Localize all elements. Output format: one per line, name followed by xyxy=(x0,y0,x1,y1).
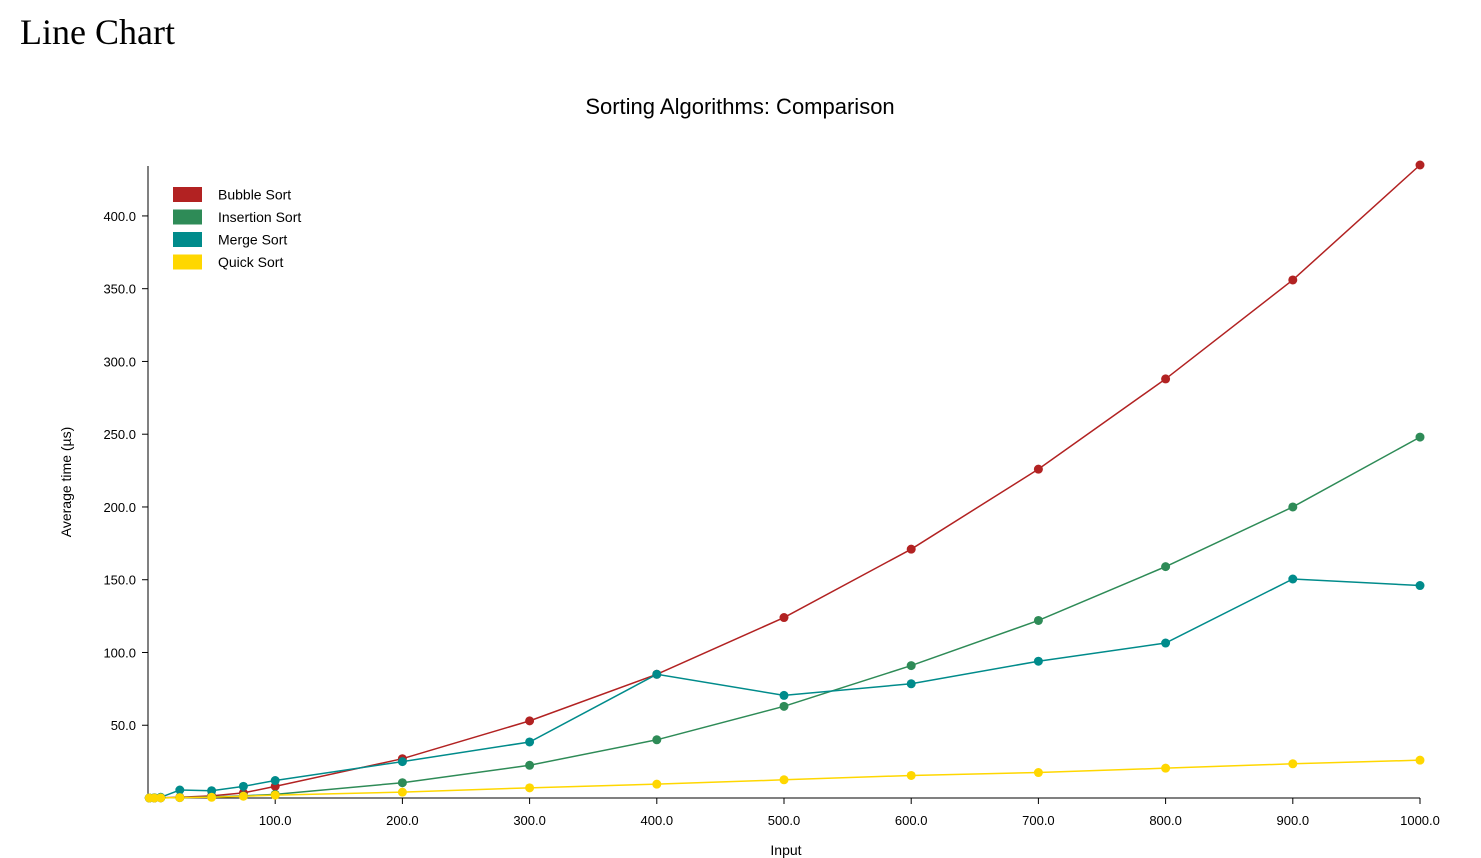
data-point-quick-sort xyxy=(149,793,159,803)
data-point-insertion-sort xyxy=(779,701,789,711)
data-point-merge-sort xyxy=(1288,574,1298,584)
series-line-merge-sort xyxy=(149,578,1421,799)
data-point-bubble-sort xyxy=(906,544,916,554)
data-point-merge-sort xyxy=(525,737,535,747)
data-point-bubble-sort xyxy=(1161,374,1171,384)
data-point-quick-sort xyxy=(779,775,789,785)
data-point-bubble-sort xyxy=(779,613,789,623)
x-tick-label: 200.0 xyxy=(386,813,419,828)
data-point-merge-sort xyxy=(1033,656,1043,666)
data-point-merge-sort xyxy=(1161,638,1171,648)
data-point-insertion-sort xyxy=(525,760,535,770)
legend-label-bubble-sort: Bubble Sort xyxy=(218,187,291,203)
chart-legend: Bubble Sort Insertion Sort Merge Sort Quick… xyxy=(173,187,301,270)
data-point-merge-sort xyxy=(397,757,407,767)
data-point-quick-sort xyxy=(175,793,185,803)
data-point-bubble-sort xyxy=(1288,275,1298,285)
y-tick-label: 250.0 xyxy=(103,427,136,442)
y-tick-label: 200.0 xyxy=(103,500,136,515)
y-tick-label: 150.0 xyxy=(103,573,136,588)
legend-label-merge-sort: Merge Sort xyxy=(218,232,287,248)
data-point-merge-sort xyxy=(652,669,662,679)
x-tick-label: 100.0 xyxy=(259,813,292,828)
x-tick-label: 700.0 xyxy=(1022,813,1055,828)
x-tick-label: 900.0 xyxy=(1277,813,1310,828)
data-point-bubble-sort xyxy=(1033,464,1043,474)
data-point-insertion-sort xyxy=(1415,432,1425,442)
data-point-insertion-sort xyxy=(652,735,662,745)
data-point-quick-sort xyxy=(1161,763,1171,773)
x-tick-label: 400.0 xyxy=(641,813,674,828)
data-point-insertion-sort xyxy=(1161,562,1171,572)
y-tick-label: 350.0 xyxy=(103,282,136,297)
series-line-quick-sort xyxy=(149,759,1421,799)
x-tick-label: 1000.0 xyxy=(1400,813,1440,828)
data-point-merge-sort xyxy=(238,781,248,791)
y-tick-label: 50.0 xyxy=(111,718,136,733)
legend-swatch-insertion-sort xyxy=(173,209,202,225)
data-point-insertion-sort xyxy=(1288,502,1298,512)
data-point-quick-sort xyxy=(270,790,280,800)
data-point-quick-sort xyxy=(1415,755,1425,765)
data-point-merge-sort xyxy=(1415,581,1425,591)
chart-lines xyxy=(149,164,1421,799)
data-point-bubble-sort xyxy=(1415,160,1425,170)
x-tick-label: 500.0 xyxy=(768,813,801,828)
legend-swatch-quick-sort xyxy=(173,254,202,270)
y-tick-label: 100.0 xyxy=(103,645,136,660)
y-tick-label: 400.0 xyxy=(103,209,136,224)
data-point-quick-sort xyxy=(906,770,916,780)
data-point-merge-sort xyxy=(207,786,217,796)
x-axis-label: Input xyxy=(770,842,801,858)
x-tick-label: 800.0 xyxy=(1149,813,1182,828)
data-point-merge-sort xyxy=(779,690,789,700)
legend-swatch-bubble-sort xyxy=(173,187,202,202)
data-point-quick-sort xyxy=(1033,768,1043,778)
data-point-quick-sort xyxy=(156,793,166,803)
y-axis-label: Average time (µs) xyxy=(58,427,74,538)
data-point-bubble-sort xyxy=(525,716,535,726)
data-point-quick-sort xyxy=(652,779,662,789)
chart-points xyxy=(144,160,1425,803)
y-tick-label: 300.0 xyxy=(103,354,136,369)
x-tick-label: 300.0 xyxy=(513,813,546,828)
data-point-insertion-sort xyxy=(906,661,916,671)
data-point-quick-sort xyxy=(238,791,248,801)
legend-swatch-merge-sort xyxy=(173,232,202,247)
x-tick-label: 600.0 xyxy=(895,813,928,828)
legend-label-insertion-sort: Insertion Sort xyxy=(218,209,301,225)
data-point-quick-sort xyxy=(1288,759,1298,769)
chart-title: Sorting Algorithms: Comparison xyxy=(585,94,894,119)
chart-axes: 100.0 200.0 300.0 400.0 500.0 600.0 700.0 800.0… xyxy=(103,166,1440,828)
data-point-merge-sort xyxy=(270,776,280,786)
data-point-insertion-sort xyxy=(1033,615,1043,625)
data-point-quick-sort xyxy=(397,787,407,797)
data-point-merge-sort xyxy=(906,679,916,689)
data-point-merge-sort xyxy=(175,785,185,795)
data-point-quick-sort xyxy=(207,792,217,802)
data-point-insertion-sort xyxy=(397,778,407,788)
legend-label-quick-sort: Quick Sort xyxy=(218,254,283,270)
data-point-quick-sort xyxy=(525,783,535,793)
page-heading: Line Chart xyxy=(20,12,175,52)
